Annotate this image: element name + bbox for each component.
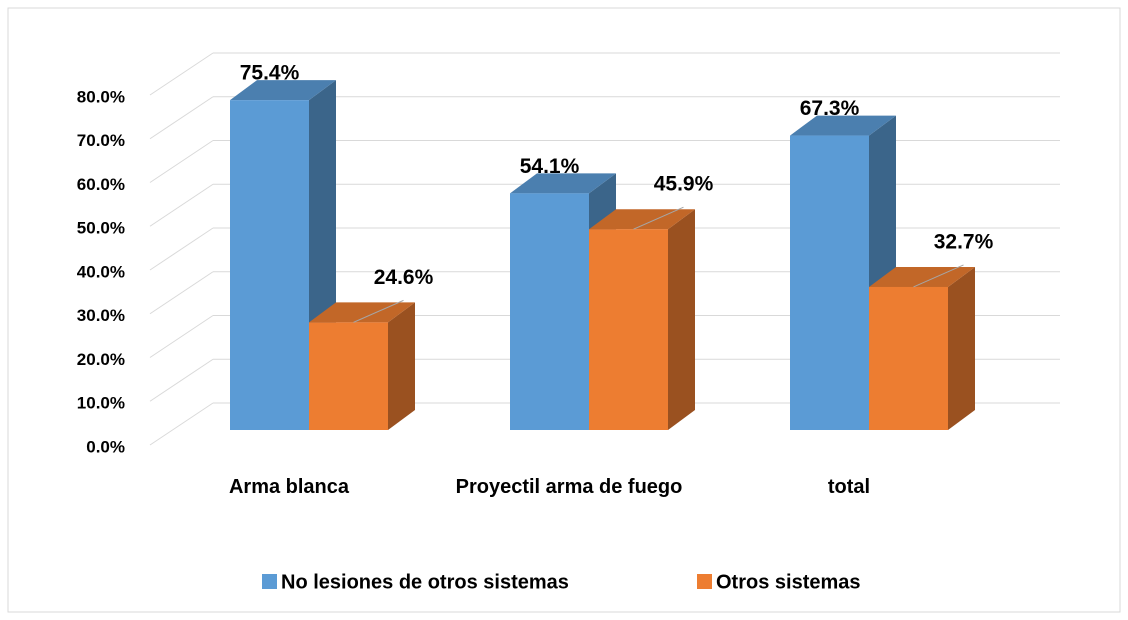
x-tick-label: total [827,476,871,498]
grid-line [149,358,214,402]
y-tick-label: 30.0% [77,306,125,325]
y-tick-label: 80.0% [77,87,125,106]
grid-line [149,52,214,96]
legend-label: No lesiones de otros sistemas [281,571,569,593]
y-tick-label: 40.0% [77,262,125,281]
leader-line [633,206,684,230]
bar [589,209,695,430]
data-label: 24.6% [374,266,434,289]
y-tick-label: 10.0% [77,394,125,413]
bar-front [309,322,388,430]
bar-side [668,209,695,430]
grid-line [149,402,214,446]
bar-top [230,80,336,101]
bar-top [510,173,616,194]
leader-line [353,299,404,323]
bar-front [790,135,869,430]
frame [7,7,1121,613]
bar [869,266,975,430]
grid-line [149,96,214,140]
y-tick-label: 0.0% [86,437,125,456]
x-tick-label: Proyectil arma de fuego [455,476,683,498]
grid-line [149,140,214,183]
data-label: 32.7% [934,230,994,253]
data-label: 45.9% [654,173,714,196]
y-tick-label: 20.0% [77,350,125,369]
bar [309,302,415,430]
bar-front [869,286,948,430]
grid-line [149,315,214,358]
x-tick-label: Arma blanca [228,476,350,498]
leader-line [913,264,964,288]
y-tick-label: 60.0% [77,175,125,194]
data-label: 54.1% [520,155,580,178]
bar-side [388,302,415,430]
grid-line [149,183,214,227]
y-tick-label: 70.0% [77,131,125,150]
legend-swatch [262,574,277,589]
bar-front [589,229,668,430]
bar-side [948,266,975,430]
grid-line [149,227,214,271]
legend-swatch [697,574,712,589]
bar-top [790,115,896,136]
data-label: 75.4% [240,62,300,85]
legend-label: Otros sistemas [716,571,861,593]
bar-front [510,193,589,430]
bar [230,80,336,430]
y-tick-label: 50.0% [77,219,125,238]
bar-front [230,100,309,430]
data-label: 67.3% [800,97,860,120]
grid-line [149,271,214,315]
